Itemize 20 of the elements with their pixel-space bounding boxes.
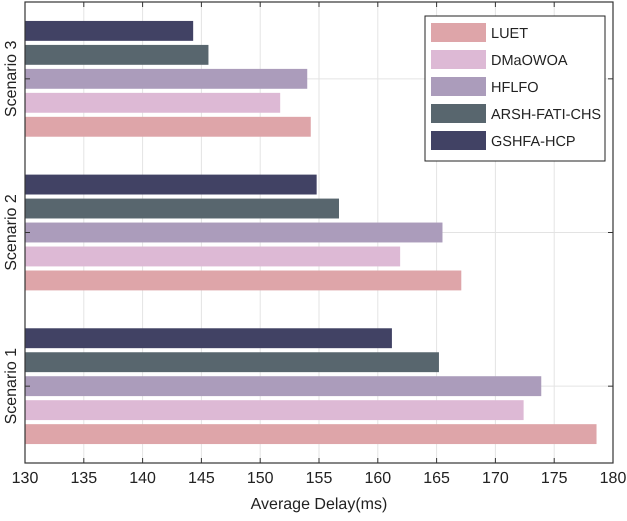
y-tick-label: Scenario 2	[3, 194, 20, 271]
x-tick-label: 165	[423, 470, 450, 487]
x-tick-label: 155	[306, 470, 332, 487]
legend-label: LUET	[491, 26, 528, 42]
y-tick-label: Scenario 3	[3, 40, 20, 118]
legend-label: ARSH-FATI-CHS	[491, 107, 602, 123]
x-tick-label: 175	[540, 470, 568, 487]
x-tick-label: 140	[129, 470, 156, 487]
legend-label: GSHFA-HCP	[491, 134, 576, 150]
x-tick-label: 130	[12, 470, 38, 487]
x-tick-label: 145	[188, 470, 215, 487]
x-tick-label: 170	[482, 470, 509, 487]
x-tick-label: 150	[246, 470, 274, 487]
y-tick-label: Scenario 1	[3, 348, 20, 424]
x-axis-title: Average Delay(ms)	[250, 496, 388, 513]
x-tick-label: 135	[70, 470, 98, 487]
x-tick-label: 160	[364, 470, 392, 487]
legend-label: HFLFO	[491, 80, 539, 96]
x-tick-label: 180	[600, 470, 626, 487]
legend-label: DMaOWOA	[491, 53, 568, 69]
